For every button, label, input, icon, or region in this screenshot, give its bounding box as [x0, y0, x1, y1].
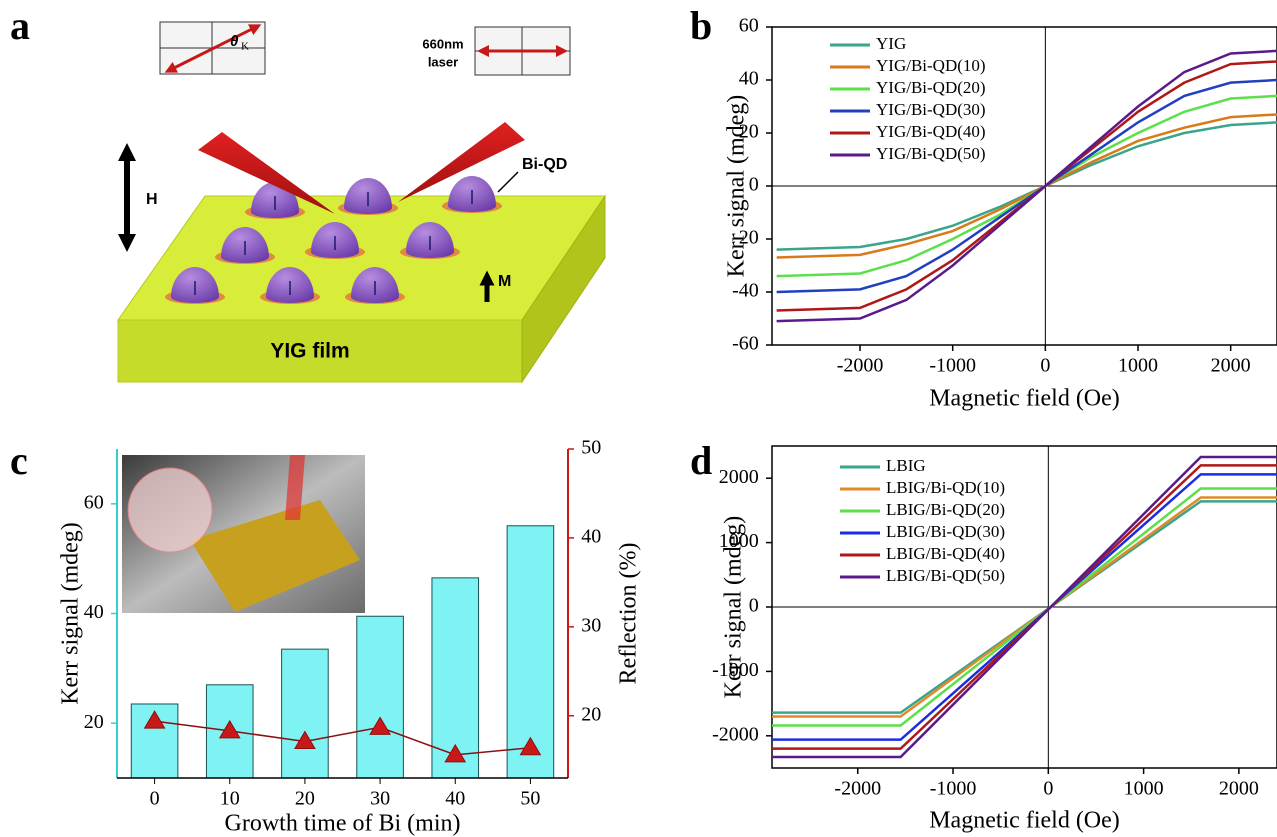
y-tick-label: 20 — [581, 703, 601, 725]
legend-label: LBIG/Bi-QD(10) — [886, 478, 1005, 497]
laser-wavelength: 660nm — [422, 36, 463, 51]
y-tick-label: 60 — [84, 491, 104, 513]
y-tick-label: -2000 — [712, 723, 759, 745]
y-tick-label: 40 — [84, 601, 104, 623]
x-axis-title: Growth time of Bi (min) — [225, 811, 461, 837]
x-tick-label: 20 — [295, 788, 315, 810]
bar — [357, 616, 404, 778]
legend-label: YIG — [876, 34, 906, 53]
legend-label: YIG/Bi-QD(30) — [876, 100, 986, 119]
x-axis-title: Magnetic field (Oe) — [929, 386, 1120, 412]
legend-label: LBIG — [886, 456, 926, 475]
y-tick-label: 0 — [749, 595, 759, 617]
inset-image — [122, 455, 365, 613]
y-tick-label: -40 — [732, 280, 759, 302]
x-tick-label: -1000 — [929, 355, 976, 377]
laser: laser — [428, 54, 458, 69]
x-tick-label: 30 — [370, 788, 390, 810]
x-tick-label: -2000 — [834, 778, 881, 800]
y2-axis-title: Reflection (%) — [616, 543, 642, 685]
x-tick-label: 2000 — [1219, 778, 1259, 800]
x-tick-label: 50 — [520, 788, 540, 810]
y-tick-label: 2000 — [719, 466, 759, 488]
panel-label: d — [690, 438, 712, 483]
legend-label: YIG/Bi-QD(40) — [876, 122, 986, 141]
y-axis-title: Kerr signal (mdeg) — [724, 95, 750, 278]
panel-label: b — [690, 3, 712, 48]
y-tick-label: 0 — [749, 174, 759, 196]
panel-label: c — [10, 438, 28, 483]
y-tick-label: 40 — [581, 526, 601, 548]
y-tick-label: 40 — [739, 68, 759, 90]
y-tick-label: 50 — [581, 437, 601, 459]
x-axis-title: Magnetic field (Oe) — [929, 808, 1120, 834]
legend-label: YIG/Bi-QD(50) — [876, 144, 986, 163]
x-tick-label: 0 — [150, 788, 160, 810]
y-tick-label: 30 — [581, 614, 601, 636]
y-tick-label: 20 — [84, 711, 104, 733]
field-label: H — [146, 191, 158, 208]
x-tick-label: 0 — [1040, 355, 1050, 377]
theta: θ — [230, 33, 239, 50]
x-tick-label: 1000 — [1124, 778, 1164, 800]
bar — [282, 649, 329, 778]
pointer — [498, 172, 518, 192]
magnetization-label: M — [498, 273, 511, 290]
legend-label: YIG/Bi-QD(20) — [876, 78, 986, 97]
film-label: YIG film — [270, 340, 349, 363]
legend-label: LBIG/Bi-QD(50) — [886, 566, 1005, 585]
legend-label: LBIG/Bi-QD(40) — [886, 544, 1005, 563]
y-axis-title: Kerr signal (mdeg) — [58, 522, 84, 705]
dot-label: Bi-QD — [522, 156, 567, 173]
y-tick-label: -60 — [732, 333, 759, 355]
panel-label: a — [10, 3, 30, 48]
legend-label: LBIG/Bi-QD(30) — [886, 522, 1005, 541]
legend-label: YIG/Bi-QD(10) — [876, 56, 986, 75]
legend-label: LBIG/Bi-QD(20) — [886, 500, 1005, 519]
figure: a θ K 660nm laser H M Bi-QD YIG film -20… — [0, 0, 1277, 837]
x-tick-label: 10 — [220, 788, 240, 810]
x-tick-label: -1000 — [930, 778, 977, 800]
y-axis-title: Kerr signal (mdeg) — [721, 516, 747, 699]
x-tick-label: 0 — [1043, 778, 1053, 800]
x-tick-label: 40 — [445, 788, 465, 810]
x-tick-label: 2000 — [1211, 355, 1251, 377]
x-tick-label: 1000 — [1118, 355, 1158, 377]
diagram: a θ K 660nm laser H M Bi-QD YIG film — [10, 3, 605, 382]
y-tick-label: 60 — [739, 15, 759, 37]
inset-bubble — [128, 468, 212, 552]
x-tick-label: -2000 — [837, 355, 884, 377]
theta-sub: K — [241, 41, 249, 53]
